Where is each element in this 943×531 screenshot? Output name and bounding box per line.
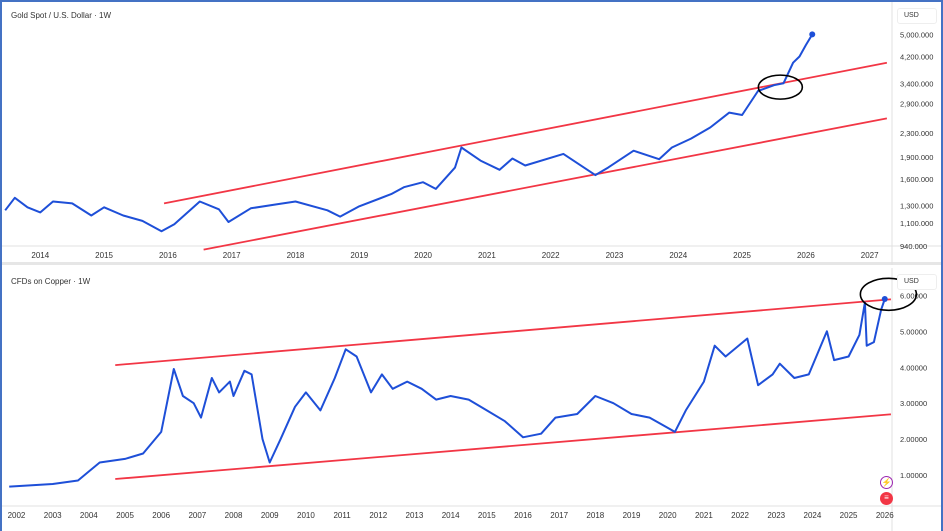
x-tick-label: 2018 [287,251,305,260]
y-tick-label: 4.00000 [900,363,927,372]
trend-line [115,413,891,480]
us-flag-icon[interactable]: ≡ [880,492,893,505]
highlight-ellipse [757,74,804,100]
y-tick-label: 1,100.000 [900,219,933,228]
x-tick-label: 2005 [116,511,134,520]
copper-currency-button[interactable]: USD [897,274,937,290]
x-tick-label: 2014 [442,511,460,520]
x-tick-label: 2010 [297,511,315,520]
x-tick-label: 2018 [586,511,604,520]
y-tick-label: 6.00000 [900,291,927,300]
lightning-icon[interactable]: ⚡ [880,476,893,489]
x-tick-label: 2012 [369,511,387,520]
x-tick-label: 2020 [659,511,677,520]
y-tick-label: 1.00000 [900,471,927,480]
x-tick-label: 2027 [861,251,879,260]
y-tick-label: 2.00000 [900,435,927,444]
y-tick-label: 1,300.000 [900,201,933,210]
gold-chart-title: Gold Spot / U.S. Dollar · 1W [11,11,112,20]
copper-chart-panel[interactable]: 2002 2003 2004 2005 2006 2007 2008 2009 2010 2011… [2,268,941,531]
x-tick-label: 2003 [44,511,62,520]
x-tick-label: 2024 [804,511,822,520]
x-tick-label: 2019 [623,511,641,520]
trend-line [203,117,888,251]
x-tick-label: 2022 [542,251,560,260]
copper-chart-title: CFDs on Copper · 1W [11,277,91,286]
y-tick-label: 2,900.000 [900,100,933,109]
y-tick-label: 3.00000 [900,399,927,408]
x-tick-label: 2015 [95,251,113,260]
y-tick-label: 1,900.000 [900,153,933,162]
trend-line [115,298,891,366]
x-tick-label: 2023 [767,511,785,520]
x-tick-label: 2009 [261,511,279,520]
trend-line [163,61,888,205]
y-tick-label: 5,000.000 [900,30,933,39]
x-tick-label: 2019 [350,251,368,260]
y-tick-label: 5.00000 [900,327,927,336]
x-tick-label: 2015 [478,511,496,520]
gold-chart-panel[interactable]: 2014 2015 2016 2017 2018 2019 2020 2021 2022 2023… [2,2,941,265]
x-tick-label: 2021 [478,251,496,260]
gold-currency-button[interactable]: USD [897,8,937,24]
x-tick-label: 2026 [876,511,894,520]
y-tick-label: 4,200.000 [900,53,933,62]
x-tick-label: 2022 [731,511,749,520]
x-tick-label: 2014 [31,251,49,260]
x-tick-label: 2021 [695,511,713,520]
y-tick-label: 1,600.000 [900,175,933,184]
last-price-dot [881,295,888,302]
last-price-dot [809,31,816,38]
x-tick-label: 2024 [669,251,687,260]
x-tick-label: 2007 [188,511,206,520]
y-tick-label: 940.000 [900,242,927,251]
copper-chart[interactable]: 2002 2003 2004 2005 2006 2007 2008 2009 2010 2011… [2,268,941,531]
x-tick-label: 2017 [550,511,568,520]
y-tick-label: 3,400.000 [900,79,933,88]
price-line [9,298,886,488]
x-tick-label: 2004 [80,511,98,520]
x-tick-label: 2025 [733,251,751,260]
x-tick-label: 2006 [152,511,170,520]
y-tick-label: 2,300.000 [900,129,933,138]
x-tick-label: 2016 [514,511,532,520]
x-tick-label: 2013 [406,511,424,520]
x-tick-label: 2020 [414,251,432,260]
x-tick-label: 2002 [8,511,26,520]
x-tick-label: 2023 [606,251,624,260]
x-tick-label: 2026 [797,251,815,260]
x-tick-label: 2017 [223,251,241,260]
x-tick-label: 2008 [225,511,243,520]
x-tick-label: 2011 [333,511,351,520]
gold-chart[interactable]: 2014 2015 2016 2017 2018 2019 2020 2021 2022 2023… [2,2,941,265]
x-tick-label: 2025 [840,511,858,520]
highlight-ellipse [859,277,918,312]
x-tick-label: 2016 [159,251,177,260]
price-line [4,33,814,233]
